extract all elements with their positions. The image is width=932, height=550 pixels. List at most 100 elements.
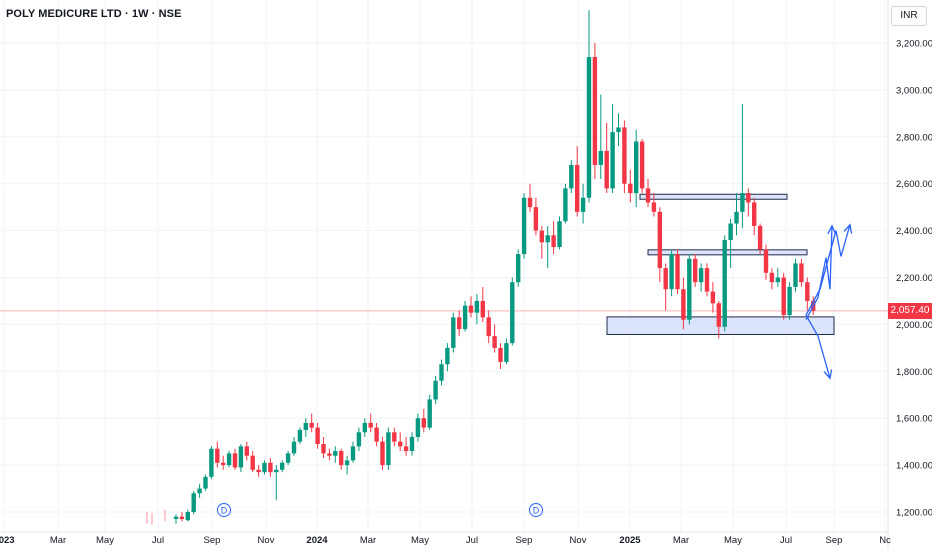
candle-body-2 xyxy=(185,512,190,521)
candle-body-27 xyxy=(333,451,338,456)
y-tick-4: 2,000.00 xyxy=(896,320,932,331)
candle-body-49 xyxy=(462,305,468,330)
candle-body-72 xyxy=(598,150,603,165)
candle-body-22 xyxy=(303,422,308,430)
y-tick-1: 1,400.00 xyxy=(896,461,932,472)
candle-body-10 xyxy=(232,453,238,468)
candle-body-96 xyxy=(740,193,745,212)
candle-body-23 xyxy=(309,422,314,428)
y-tick-3: 1,800.00 xyxy=(896,367,932,378)
candle-body-36 xyxy=(386,432,391,466)
x-tick-1: Mar xyxy=(50,535,66,546)
candle-body-30 xyxy=(350,446,356,461)
candle-body-79 xyxy=(639,141,645,189)
dividend-marker-label-1: D xyxy=(533,506,540,516)
y-tick-8: 2,800.00 xyxy=(896,132,932,143)
candle-body-43 xyxy=(427,399,432,428)
candle-body-20 xyxy=(291,441,297,454)
candle-body-86 xyxy=(681,289,686,320)
candle-body-32 xyxy=(362,422,367,433)
candle-body-37 xyxy=(392,432,397,442)
zone-1 xyxy=(647,249,808,256)
currency-button[interactable]: INR xyxy=(891,6,927,26)
candle-body-58 xyxy=(516,254,521,283)
candle-body-89 xyxy=(698,268,704,283)
x-tick-7: Mar xyxy=(360,535,376,546)
candle-body-1 xyxy=(179,516,185,520)
candle-body-76 xyxy=(622,127,627,184)
candle-body-16 xyxy=(268,462,273,473)
candle-body-11 xyxy=(238,446,244,468)
y-tick-9: 3,000.00 xyxy=(896,85,932,96)
candle-body-39 xyxy=(403,446,409,452)
candle-body-18 xyxy=(280,462,285,470)
candle-body-94 xyxy=(728,223,733,240)
projection-up-1 xyxy=(805,225,833,321)
candle-body-62 xyxy=(539,230,544,243)
x-tick-0: 2023 xyxy=(0,535,15,546)
dividend-marker-1 xyxy=(529,503,543,517)
grid-lines xyxy=(0,0,889,550)
candle-body-74 xyxy=(610,132,615,189)
x-tick-13: Mar xyxy=(673,535,689,546)
y-tick-0: 1,200.00 xyxy=(896,508,932,519)
candle-body-15 xyxy=(262,462,267,473)
candle-body-42 xyxy=(421,418,426,428)
candle-body-21 xyxy=(297,429,303,442)
candle-body-68 xyxy=(575,164,580,212)
candle-body-70 xyxy=(586,57,592,198)
candle-body-47 xyxy=(451,317,456,348)
candle-body-69 xyxy=(580,197,586,212)
x-tick-15: Jul xyxy=(780,535,792,546)
candle-body-66 xyxy=(563,188,568,222)
candle-body-34 xyxy=(374,427,379,442)
candle-body-103 xyxy=(781,277,786,316)
candle-body-31 xyxy=(356,432,362,447)
candle-body-107 xyxy=(805,282,810,301)
candle-body-57 xyxy=(510,282,515,344)
last-price-label: 2,057.40 xyxy=(888,302,932,319)
candle-body-97 xyxy=(746,193,751,203)
candle-body-59 xyxy=(521,197,527,255)
candle-body-12 xyxy=(244,446,249,456)
candle-body-83 xyxy=(663,268,668,290)
candle-body-102 xyxy=(775,277,780,283)
candle-body-3 xyxy=(191,493,196,512)
candle-body-87 xyxy=(687,258,692,320)
candle-body-45 xyxy=(439,364,444,381)
candle-body-33 xyxy=(368,422,373,428)
candle-body-91 xyxy=(710,291,716,304)
x-tick-12: 2025 xyxy=(619,535,641,546)
x-tick-9: Jul xyxy=(466,535,478,546)
candle-body-90 xyxy=(704,268,710,292)
x-axis: 2023 Mar May Jul Sep Nov 2024 Mar May Jul Sep Nov 20… xyxy=(0,535,891,546)
candle-body-26 xyxy=(327,453,332,456)
candle-body-8 xyxy=(221,462,226,466)
candle-body-0 xyxy=(173,516,179,520)
x-tick-16: Sep xyxy=(826,535,843,546)
candle-body-51 xyxy=(474,300,480,313)
candle-body-55 xyxy=(498,347,503,362)
zone-0 xyxy=(639,193,788,200)
candle-body-14 xyxy=(256,469,261,473)
candle-body-44 xyxy=(433,380,438,400)
candle-body-28 xyxy=(339,451,344,466)
candle-body-64 xyxy=(551,235,556,248)
x-tick-17: Nc xyxy=(879,535,891,546)
candle-body-13 xyxy=(250,455,255,470)
candle-body-93 xyxy=(722,239,727,327)
candle-body-65 xyxy=(557,221,562,248)
candle-body-81 xyxy=(651,202,657,212)
x-tick-5: Nov xyxy=(258,535,275,546)
candle-body-6 xyxy=(209,448,214,477)
y-tick-2: 1,600.00 xyxy=(896,414,932,425)
candle-body-52 xyxy=(480,300,485,318)
projection-up-2 xyxy=(805,224,851,316)
candle-body-5 xyxy=(203,476,208,489)
candle-body-56 xyxy=(504,343,509,362)
y-tick-7: 2,600.00 xyxy=(896,179,932,190)
candle-body-85 xyxy=(675,254,680,290)
candle-body-9 xyxy=(226,453,232,466)
